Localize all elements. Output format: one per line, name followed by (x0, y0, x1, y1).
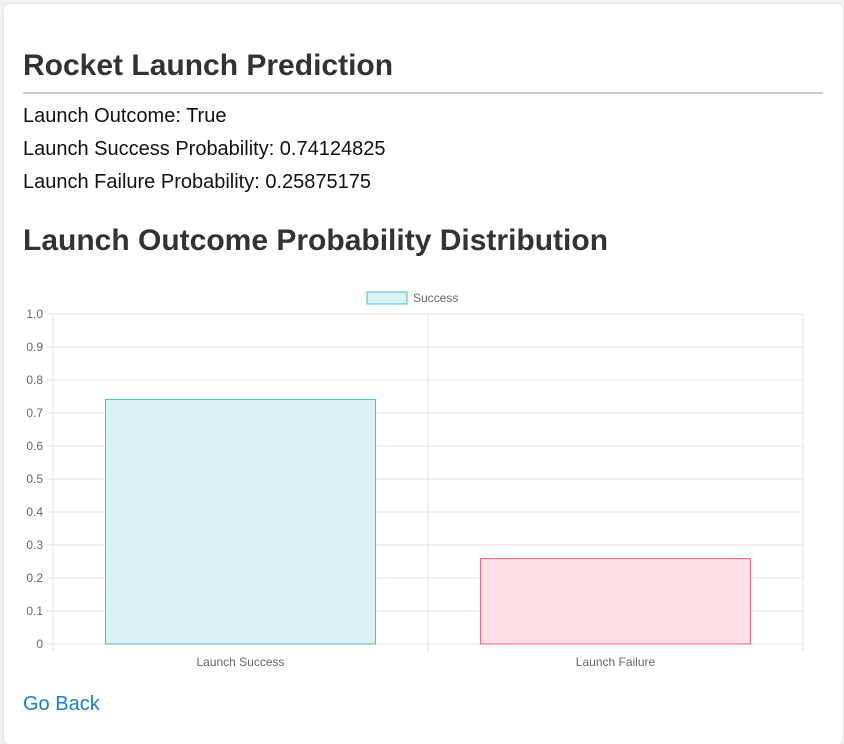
probability-bar-chart: 0 0.1 0.2 0.3 0.4 0.5 0.6 0.7 0.8 0.9 1.0 Launch Su… (26, 291, 804, 669)
y-tick-label: 0.1 (26, 604, 43, 618)
y-tick-label: 0.3 (26, 538, 43, 552)
y-tick-label: 0.8 (26, 373, 43, 387)
bar-launch-failure (480, 558, 751, 645)
success-probability-text: Launch Success Probability: 0.74124825 (23, 138, 386, 160)
go-back-link[interactable]: Go Back (23, 693, 100, 715)
y-tick-label: 0.2 (26, 571, 43, 585)
y-tick-label: 0 (36, 637, 43, 651)
failure-probability-text: Launch Failure Probability: 0.25875175 (23, 171, 372, 193)
x-tick-label: Launch Failure (576, 655, 656, 669)
bar-launch-success (105, 398, 376, 645)
y-tick-label: 0.5 (26, 472, 43, 486)
result-card: Rocket Launch Prediction Launch Outcome:… (4, 4, 843, 744)
y-tick-label: 0.9 (26, 340, 43, 354)
y-tick-label: 0.7 (26, 406, 43, 420)
y-tick-label: 0.6 (26, 439, 43, 453)
chart-section-title: Launch Outcome Probability Distribution (23, 224, 609, 257)
y-tick-label: 0.4 (26, 505, 43, 519)
launch-outcome-text: Launch Outcome: True (23, 105, 227, 127)
legend-label: Success (413, 291, 458, 305)
y-tick-label: 1.0 (26, 307, 43, 321)
title-divider (23, 92, 823, 94)
page-title: Rocket Launch Prediction (23, 49, 394, 82)
legend-swatch (366, 291, 408, 305)
x-tick-label: Launch Success (196, 655, 284, 669)
